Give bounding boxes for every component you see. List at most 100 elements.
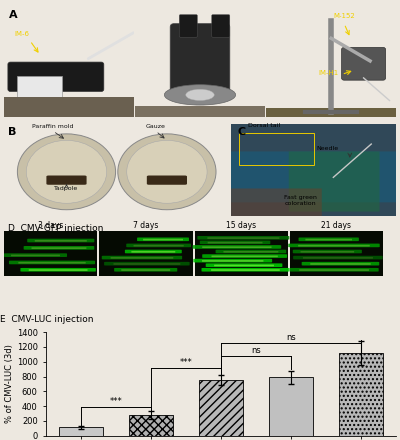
Text: E  CMV-LUC injection: E CMV-LUC injection [0, 315, 94, 324]
Text: C: C [238, 128, 246, 137]
FancyBboxPatch shape [342, 48, 386, 80]
FancyBboxPatch shape [20, 268, 96, 271]
FancyBboxPatch shape [24, 246, 94, 249]
FancyBboxPatch shape [299, 269, 369, 271]
Text: A: A [9, 10, 18, 20]
FancyBboxPatch shape [126, 244, 191, 247]
FancyBboxPatch shape [27, 239, 94, 242]
FancyBboxPatch shape [200, 241, 270, 244]
Text: Needle: Needle [317, 146, 339, 150]
Bar [194, 231, 288, 276]
Text: ***: *** [110, 397, 122, 406]
FancyBboxPatch shape [300, 251, 354, 253]
FancyBboxPatch shape [224, 251, 278, 253]
FancyBboxPatch shape [231, 188, 322, 216]
FancyBboxPatch shape [202, 260, 264, 262]
FancyBboxPatch shape [207, 237, 280, 239]
FancyBboxPatch shape [202, 246, 272, 248]
Bar [59, 428, 103, 436]
Bar [99, 231, 192, 276]
Ellipse shape [186, 89, 214, 100]
FancyBboxPatch shape [32, 247, 86, 249]
Bar [129, 415, 173, 436]
Bar [17, 76, 62, 100]
FancyBboxPatch shape [211, 269, 280, 271]
FancyBboxPatch shape [288, 244, 380, 247]
Ellipse shape [26, 140, 107, 203]
Text: ns: ns [251, 346, 261, 355]
FancyBboxPatch shape [179, 15, 198, 37]
FancyBboxPatch shape [134, 245, 184, 246]
FancyBboxPatch shape [29, 269, 88, 271]
FancyBboxPatch shape [4, 253, 67, 257]
FancyBboxPatch shape [197, 236, 290, 240]
FancyBboxPatch shape [147, 176, 187, 185]
FancyBboxPatch shape [8, 62, 104, 92]
FancyBboxPatch shape [293, 249, 362, 253]
Text: Dorsal tail: Dorsal tail [248, 123, 280, 128]
FancyBboxPatch shape [102, 256, 182, 260]
FancyBboxPatch shape [46, 176, 86, 185]
FancyBboxPatch shape [216, 249, 286, 253]
FancyBboxPatch shape [310, 263, 371, 265]
FancyBboxPatch shape [290, 268, 379, 271]
FancyBboxPatch shape [9, 260, 95, 264]
FancyBboxPatch shape [298, 238, 359, 241]
FancyBboxPatch shape [289, 151, 380, 212]
Text: 15 days: 15 days [226, 221, 256, 230]
FancyBboxPatch shape [137, 238, 189, 241]
Text: IM-H1: IM-H1 [318, 70, 338, 76]
FancyBboxPatch shape [202, 254, 287, 258]
FancyBboxPatch shape [114, 268, 177, 271]
Ellipse shape [118, 134, 216, 210]
FancyBboxPatch shape [131, 251, 175, 253]
FancyBboxPatch shape [114, 263, 180, 265]
Text: 3 days: 3 days [38, 221, 63, 230]
FancyBboxPatch shape [192, 245, 281, 249]
Text: IM-6: IM-6 [14, 31, 29, 37]
Ellipse shape [127, 140, 207, 203]
FancyBboxPatch shape [208, 242, 262, 243]
Text: 7 days: 7 days [133, 221, 158, 230]
Bar [4, 97, 134, 117]
Text: Paraffin mold: Paraffin mold [32, 125, 74, 129]
Text: ***: *** [180, 358, 192, 367]
FancyBboxPatch shape [298, 245, 370, 246]
FancyBboxPatch shape [206, 264, 282, 267]
Bar [339, 353, 383, 436]
Ellipse shape [164, 84, 236, 105]
FancyBboxPatch shape [231, 151, 396, 202]
FancyBboxPatch shape [143, 239, 183, 240]
Bar [290, 231, 383, 276]
FancyBboxPatch shape [121, 269, 170, 271]
Text: Gauze: Gauze [146, 125, 166, 129]
FancyBboxPatch shape [202, 268, 289, 271]
Text: M-152: M-152 [334, 13, 356, 19]
FancyBboxPatch shape [35, 240, 87, 242]
Bar [269, 377, 313, 436]
Bar [266, 108, 396, 117]
Bar [4, 231, 97, 276]
FancyBboxPatch shape [303, 257, 373, 259]
FancyBboxPatch shape [125, 249, 182, 253]
Text: Fast green
coloration: Fast green coloration [284, 195, 317, 206]
FancyBboxPatch shape [293, 256, 383, 260]
Bar [199, 380, 243, 436]
Text: D  CMV-GFP injection: D CMV-GFP injection [8, 224, 103, 232]
FancyBboxPatch shape [170, 24, 230, 92]
FancyBboxPatch shape [212, 256, 278, 257]
Y-axis label: % of CMV-LUC (3d): % of CMV-LUC (3d) [5, 345, 14, 423]
FancyBboxPatch shape [212, 15, 230, 37]
Bar [239, 133, 314, 165]
Text: Tadpole: Tadpole [54, 186, 79, 191]
FancyBboxPatch shape [302, 262, 379, 265]
Ellipse shape [17, 134, 116, 210]
FancyBboxPatch shape [214, 265, 274, 266]
FancyBboxPatch shape [104, 262, 190, 265]
Text: ns: ns [286, 334, 296, 342]
FancyBboxPatch shape [18, 262, 86, 264]
FancyBboxPatch shape [305, 239, 352, 240]
Text: B: B [8, 128, 17, 137]
FancyBboxPatch shape [110, 257, 173, 259]
Text: 21 days: 21 days [322, 221, 352, 230]
